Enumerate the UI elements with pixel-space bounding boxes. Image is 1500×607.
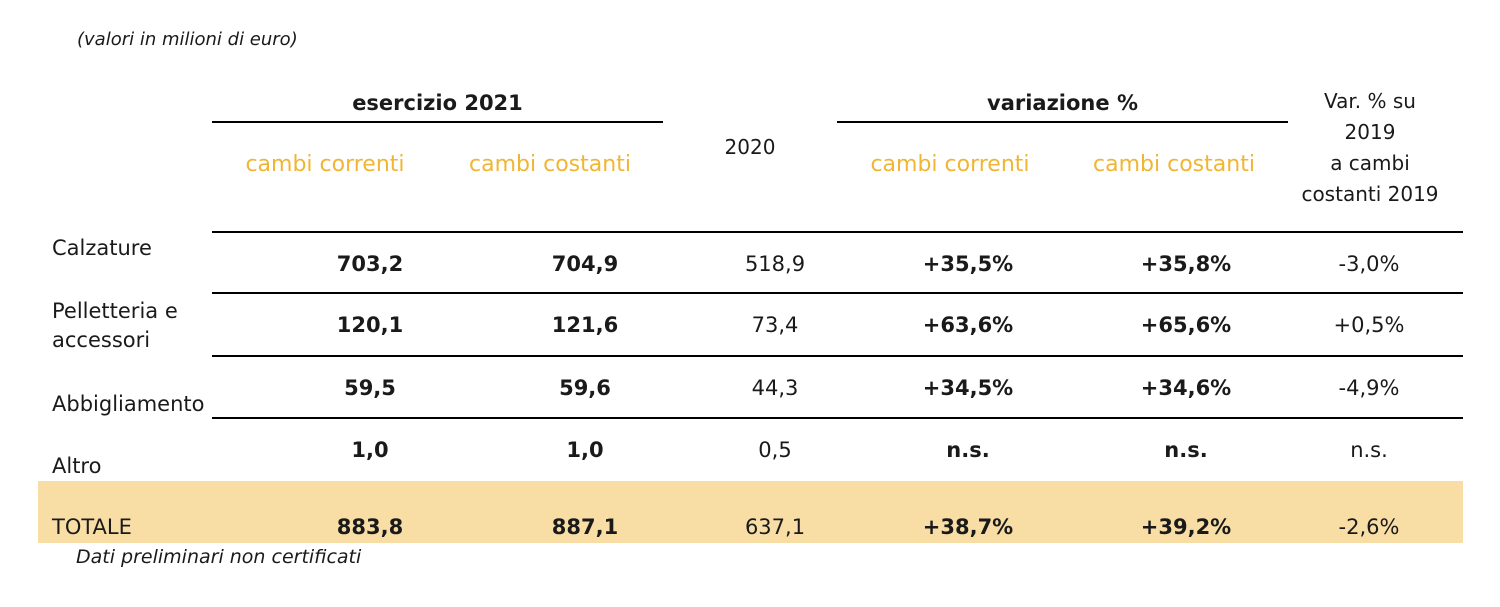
header-var-2019-line: 2019 [1344, 120, 1396, 144]
cell-var-2019: -4,9% [1338, 376, 1400, 400]
cell-2021-correnti: 1,0 [351, 438, 389, 462]
cell-2020: 0,5 [758, 438, 792, 462]
cell-var-costanti: n.s. [1164, 438, 1208, 462]
cell-2020: 73,4 [751, 313, 799, 337]
header-var-2019-line: Var. % su [1324, 89, 1416, 113]
subheader-var-cambi-costanti: cambi costanti [1093, 152, 1255, 177]
cell-var-correnti: +35,5% [922, 252, 1014, 276]
cell-var-2019: +0,5% [1333, 313, 1405, 337]
subheader-cambi-correnti-2021: cambi correnti [245, 152, 405, 177]
row-label-altro: Altro [52, 454, 102, 478]
table-rule [212, 417, 1463, 419]
cell-2020: 44,3 [751, 376, 799, 400]
header-var-2019-line: costanti 2019 [1301, 182, 1439, 206]
cell-2021-correnti: 59,5 [344, 376, 396, 400]
cell-2020: 518,9 [744, 252, 806, 276]
header-2020: 2020 [724, 135, 776, 159]
subheader-var-cambi-correnti: cambi correnti [870, 152, 1030, 177]
total-var-2019: -2,6% [1338, 515, 1400, 539]
table-rule [212, 292, 1463, 294]
cell-var-2019: n.s. [1350, 438, 1388, 462]
header-divider [837, 121, 1288, 123]
header-divider [212, 121, 663, 123]
cell-2021-correnti: 703,2 [336, 252, 404, 276]
header-var-2019-line: a cambi [1330, 151, 1410, 175]
table-rule [212, 231, 1463, 233]
total-var-correnti: +38,7% [922, 515, 1014, 539]
units-note: (valori in milioni di euro) [77, 29, 298, 50]
total-label: TOTALE [52, 515, 132, 539]
header-variazione: variazione % [987, 91, 1138, 115]
row-label-calzature: Calzature [52, 236, 152, 260]
cell-var-costanti: +65,6% [1140, 313, 1232, 337]
cell-2021-costanti: 121,6 [551, 313, 619, 337]
subheader-cambi-costanti-2021: cambi costanti [469, 152, 631, 177]
cell-var-correnti: +63,6% [922, 313, 1014, 337]
cell-2021-costanti: 704,9 [551, 252, 619, 276]
total-2021-costanti: 887,1 [551, 515, 619, 539]
table-rule [212, 355, 1463, 357]
footnote: Dati preliminari non certificati [76, 546, 362, 568]
total-row-background [38, 481, 1463, 543]
cell-var-costanti: +35,8% [1140, 252, 1232, 276]
total-2020: 637,1 [744, 515, 806, 539]
total-var-costanti: +39,2% [1140, 515, 1232, 539]
cell-2021-correnti: 120,1 [336, 313, 404, 337]
header-esercizio-2021: esercizio 2021 [352, 91, 523, 115]
cell-var-correnti: n.s. [946, 438, 990, 462]
row-label-pelletteria: Pelletteria e accessori [52, 299, 178, 352]
row-label-abbigliamento: Abbigliamento [52, 392, 205, 416]
cell-var-correnti: +34,5% [922, 376, 1014, 400]
total-2021-correnti: 883,8 [336, 515, 404, 539]
cell-2021-costanti: 1,0 [566, 438, 604, 462]
cell-var-2019: -3,0% [1338, 252, 1400, 276]
cell-var-costanti: +34,6% [1140, 376, 1232, 400]
cell-2021-costanti: 59,6 [559, 376, 611, 400]
header-var-2019: Var. % su 2019 a cambi costanti 2019 [1285, 86, 1455, 210]
